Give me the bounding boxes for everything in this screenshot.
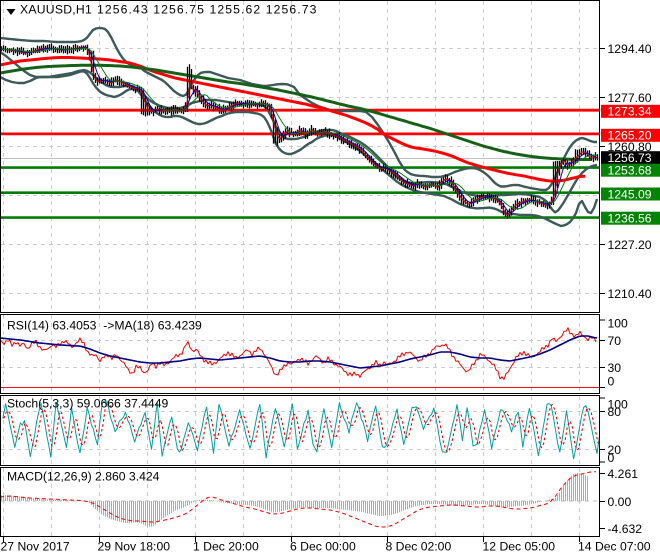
svg-text:70: 70 <box>608 334 622 348</box>
svg-text:RSI(14) 63.4053 ->MA(18) 63.4: RSI(14) 63.4053 ->MA(18) 63.4239 <box>7 319 202 333</box>
svg-text:1294.40: 1294.40 <box>608 42 652 56</box>
svg-text:30: 30 <box>608 361 622 375</box>
svg-text:0.00: 0.00 <box>608 495 632 509</box>
svg-text:4.261: 4.261 <box>608 467 639 481</box>
svg-text:1236.56: 1236.56 <box>608 212 652 226</box>
svg-text:1277.60: 1277.60 <box>608 91 652 105</box>
svg-text:20: 20 <box>608 443 622 457</box>
svg-text:1256.43 1256.75 1255.62 1256.7: 1256.43 1256.75 1255.62 1256.73 <box>97 3 317 17</box>
svg-text:1210.40: 1210.40 <box>608 287 652 301</box>
svg-text:1227.20: 1227.20 <box>608 238 652 252</box>
svg-text:27 Nov 2017: 27 Nov 2017 <box>1 540 70 554</box>
svg-text:Stoch(5,3,3) 59.0666 37.4449: Stoch(5,3,3) 59.0666 37.4449 <box>7 397 168 411</box>
svg-text:1 Dec 20:00: 1 Dec 20:00 <box>193 540 259 554</box>
svg-text:1253.68: 1253.68 <box>608 164 652 178</box>
svg-text:XAUUSD,H1: XAUUSD,H1 <box>20 3 92 17</box>
svg-text:100: 100 <box>608 397 629 411</box>
svg-text:12 Dec 05:00: 12 Dec 05:00 <box>483 540 556 554</box>
svg-text:-4.632: -4.632 <box>608 522 643 536</box>
svg-text:1245.09: 1245.09 <box>608 187 652 201</box>
svg-text:1273.34: 1273.34 <box>608 105 652 119</box>
svg-text:14 Dec 07:00: 14 Dec 07:00 <box>578 540 651 554</box>
svg-text:29 Nov 18:00: 29 Nov 18:00 <box>98 540 171 554</box>
svg-text:1260.80: 1260.80 <box>608 140 652 154</box>
svg-text:1265.20: 1265.20 <box>608 129 652 143</box>
svg-text:MACD(12,26,9) 2.860 3.424: MACD(12,26,9) 2.860 3.424 <box>7 470 160 484</box>
svg-text:0: 0 <box>608 374 615 388</box>
svg-text:100: 100 <box>608 316 629 330</box>
svg-text:6 Dec 00:00: 6 Dec 00:00 <box>290 540 356 554</box>
svg-text:1256.73: 1256.73 <box>608 151 652 165</box>
svg-text:0: 0 <box>608 451 615 465</box>
svg-text:8 Dec 02:00: 8 Dec 02:00 <box>386 540 452 554</box>
svg-text:80: 80 <box>608 405 622 419</box>
